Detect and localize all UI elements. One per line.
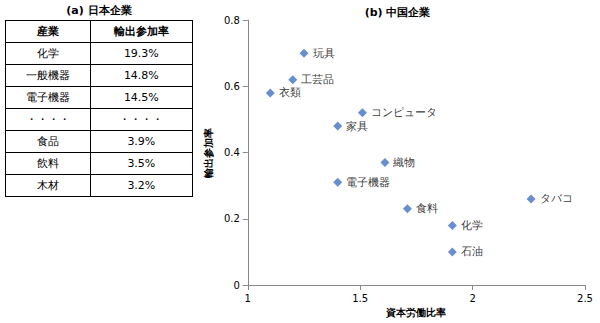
html-text:14.8%: 14.8% bbox=[123, 69, 159, 82]
svg-text:工芸品: 工芸品 bbox=[301, 73, 334, 86]
svg-text:0.6: 0.6 bbox=[224, 81, 240, 92]
svg-text:玩具: 玩具 bbox=[313, 47, 335, 60]
svg-text:輸出参加率: 輸出参加率 bbox=[203, 128, 214, 179]
svg-text:コンピュータ: コンピュータ bbox=[371, 106, 437, 119]
svg-text:(b) 中国企業: (b) 中国企業 bbox=[365, 6, 431, 19]
svg-text:2: 2 bbox=[469, 293, 475, 304]
html-text:飲料: 飲料 bbox=[36, 157, 59, 170]
html-text:木材: 木材 bbox=[36, 179, 59, 192]
svg-text:1.5: 1.5 bbox=[352, 293, 368, 304]
svg-text:0: 0 bbox=[233, 280, 239, 291]
svg-text:0.2: 0.2 bbox=[224, 213, 240, 224]
html-text:14.5%: 14.5% bbox=[123, 91, 159, 104]
html-text:3.9%: 3.9% bbox=[127, 135, 156, 148]
svg-text:2.5: 2.5 bbox=[577, 293, 593, 304]
html-text:一般機器: 一般機器 bbox=[25, 69, 70, 82]
svg-text:化学: 化学 bbox=[461, 219, 483, 232]
html-text:(a) 日本企業: (a) 日本企業 bbox=[66, 4, 132, 17]
svg-text:食料: 食料 bbox=[416, 202, 438, 215]
svg-text:電子機器: 電子機器 bbox=[346, 176, 390, 189]
svg-text:0.8: 0.8 bbox=[224, 15, 240, 26]
svg-text:0.4: 0.4 bbox=[224, 147, 240, 158]
svg-text:資本労働比率: 資本労働比率 bbox=[385, 307, 446, 319]
svg-text:家具: 家具 bbox=[346, 120, 368, 133]
html-text:3.5%: 3.5% bbox=[127, 157, 156, 170]
svg-text:衣類: 衣類 bbox=[279, 86, 301, 99]
html-text:3.2%: 3.2% bbox=[127, 179, 156, 192]
html-text:産業: 産業 bbox=[36, 25, 59, 38]
svg-text:タバコ: タバコ bbox=[540, 192, 573, 205]
svg-text:石油: 石油 bbox=[461, 245, 483, 258]
svg-text:織物: 織物 bbox=[392, 156, 415, 169]
html-text:化学: 化学 bbox=[36, 47, 59, 60]
svg-text:1: 1 bbox=[245, 293, 251, 304]
html-text:電子機器: 電子機器 bbox=[25, 91, 70, 104]
html-text:輸出参加率: 輸出参加率 bbox=[113, 25, 169, 38]
html-text:食品: 食品 bbox=[36, 135, 59, 148]
html-text:19.3%: 19.3% bbox=[123, 47, 159, 60]
